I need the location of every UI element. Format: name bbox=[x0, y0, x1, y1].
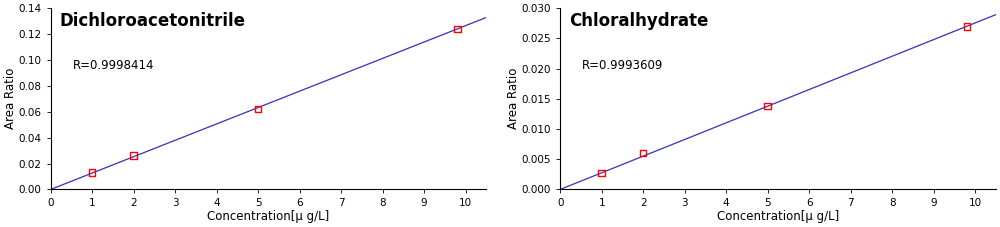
Point bbox=[635, 151, 651, 155]
Point bbox=[126, 154, 142, 158]
X-axis label: Concentration[μ g/L]: Concentration[μ g/L] bbox=[207, 210, 330, 223]
Text: R=0.9993609: R=0.9993609 bbox=[582, 59, 663, 72]
Point bbox=[449, 27, 465, 31]
Point bbox=[959, 25, 975, 28]
Text: Chloralhydrate: Chloralhydrate bbox=[569, 12, 708, 30]
X-axis label: Concentration[μ g/L]: Concentration[μ g/L] bbox=[717, 210, 839, 223]
Point bbox=[250, 107, 266, 111]
Y-axis label: Area Ratio: Area Ratio bbox=[4, 68, 17, 129]
Point bbox=[594, 171, 610, 175]
Point bbox=[760, 104, 776, 108]
Text: Dichloroacetonitrile: Dichloroacetonitrile bbox=[59, 12, 245, 30]
Text: R=0.9998414: R=0.9998414 bbox=[72, 59, 154, 72]
Y-axis label: Area Ratio: Area Ratio bbox=[507, 68, 520, 129]
Point bbox=[84, 171, 100, 174]
